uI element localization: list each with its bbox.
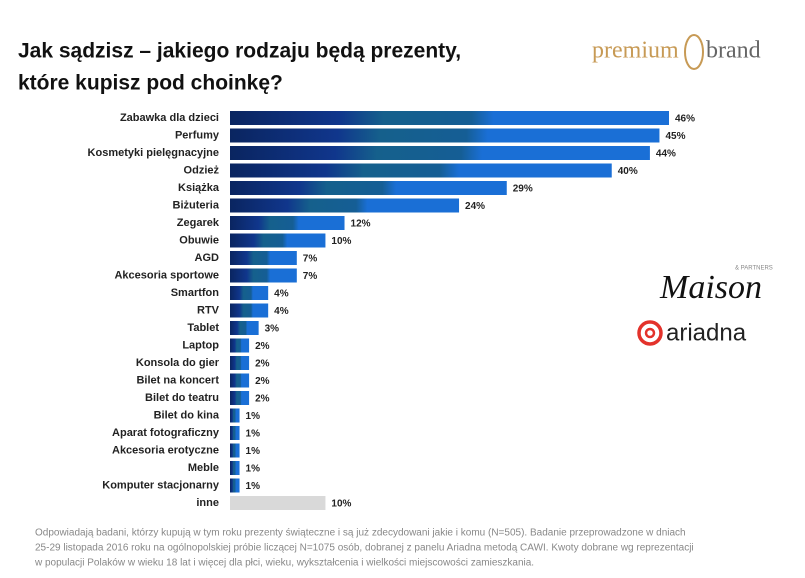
category-label: AGD <box>195 252 220 264</box>
bar <box>230 303 269 318</box>
category-label: inne <box>196 497 219 509</box>
category-label: Obuwie <box>179 234 219 246</box>
category-label: Laptop <box>182 339 219 351</box>
category-label: Odzież <box>184 164 220 176</box>
logo-icon <box>644 327 656 339</box>
category-label: Tablet <box>187 322 219 334</box>
value-label: 1% <box>246 481 261 492</box>
bar <box>230 198 460 213</box>
value-label: 2% <box>255 394 270 405</box>
value-label: 4% <box>274 306 289 317</box>
bar <box>230 373 250 388</box>
category-label: Meble <box>188 462 219 474</box>
bar <box>230 163 612 178</box>
logo-icon <box>684 34 704 70</box>
category-label: Zegarek <box>177 217 220 229</box>
value-label: 2% <box>255 376 270 387</box>
bar <box>230 268 297 283</box>
category-label: RTV <box>197 304 220 316</box>
logo-text: ariadna <box>666 319 747 346</box>
category-label: Konsola do gier <box>136 357 220 369</box>
category-label: Książka <box>178 182 220 194</box>
value-label: 1% <box>246 429 261 440</box>
logo-text: Maison <box>659 269 762 306</box>
bar <box>230 356 250 370</box>
value-label: 10% <box>331 236 351 247</box>
value-label: 2% <box>255 359 270 370</box>
bar <box>230 128 660 143</box>
logo-text: brand <box>706 38 761 64</box>
bar <box>230 461 240 475</box>
value-label: 1% <box>246 464 261 475</box>
logo-text: & PARTNERS <box>735 266 773 272</box>
value-label: 29% <box>513 184 533 195</box>
footnote: 25-29 listopada 2016 roku na ogólnopolsk… <box>35 543 694 554</box>
value-label: 7% <box>303 271 318 282</box>
bar <box>230 478 240 493</box>
value-label: 45% <box>665 131 685 142</box>
category-label: Perfumy <box>175 129 220 141</box>
bar <box>230 286 269 300</box>
bar <box>230 391 250 405</box>
value-label: 40% <box>618 166 638 177</box>
bar <box>230 321 259 335</box>
value-label: 12% <box>351 219 371 230</box>
bar <box>230 216 345 230</box>
category-label: Aparat fotograficzny <box>112 427 220 439</box>
value-label: 7% <box>303 254 318 265</box>
category-label: Zabawka dla dzieci <box>120 112 219 124</box>
value-label: 44% <box>656 149 676 160</box>
bar <box>230 251 297 265</box>
value-label: 1% <box>246 411 261 422</box>
bar <box>230 496 326 510</box>
value-label: 10% <box>331 499 351 510</box>
category-label: Biżuteria <box>173 199 220 211</box>
value-label: 1% <box>246 446 261 457</box>
bar <box>230 426 240 440</box>
logo-text: premium <box>592 38 679 64</box>
bar <box>230 181 507 195</box>
category-label: Akcesoria sportowe <box>114 269 219 281</box>
category-label: Smartfon <box>171 287 220 299</box>
footnote: w populacji Polaków w wieku 18 lat i wię… <box>34 558 534 569</box>
value-label: 24% <box>465 201 485 212</box>
value-label: 3% <box>265 324 280 335</box>
value-label: 2% <box>255 341 270 352</box>
category-label: Komputer stacjonarny <box>102 479 220 491</box>
category-label: Akcesoria erotyczne <box>112 444 219 456</box>
chart-title: które kupisz pod choinkę? <box>18 72 283 95</box>
bar <box>230 111 669 125</box>
bar <box>230 338 250 353</box>
value-label: 46% <box>675 114 695 125</box>
value-label: 4% <box>274 289 289 300</box>
bar <box>230 146 650 160</box>
category-label: Kosmetyki pielęgnacyjne <box>88 147 219 159</box>
bar <box>230 408 240 423</box>
bar <box>230 443 240 458</box>
chart-title: Jak sądzisz – jakiego rodzaju będą preze… <box>18 40 461 63</box>
category-label: Bilet do kina <box>154 409 220 421</box>
category-label: Bilet na koncert <box>136 374 219 386</box>
bar <box>230 233 326 248</box>
footnote: Odpowiadają badani, którzy kupują w tym … <box>35 528 686 539</box>
category-label: Bilet do teatru <box>145 392 219 404</box>
logo-icon <box>637 320 663 346</box>
